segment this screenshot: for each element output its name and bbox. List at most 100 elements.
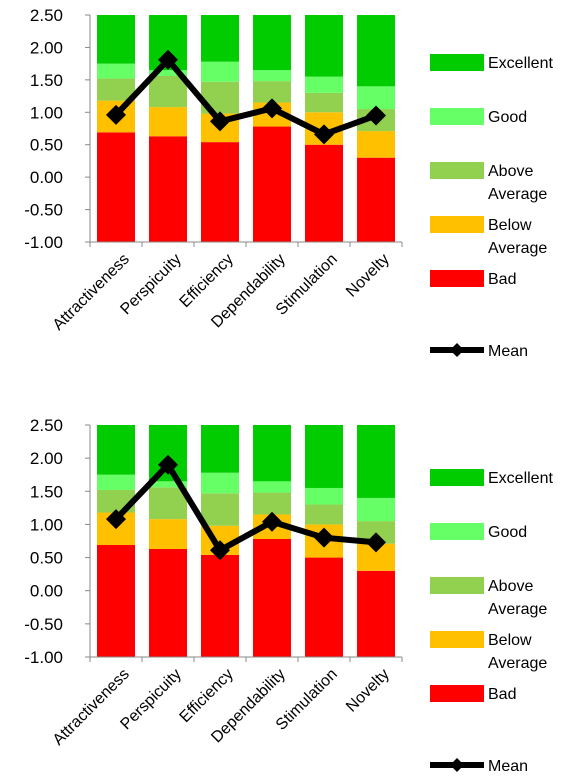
y-tick-label: -0.50: [24, 201, 63, 220]
bar-segment-excellent-3: [201, 425, 239, 473]
legend-label: Bad: [488, 686, 516, 703]
bar-segment-bad-2: [149, 548, 187, 657]
mean-point-3: [210, 540, 230, 561]
y-tick-label: 1.50: [30, 482, 63, 501]
legend-label: Bad: [488, 271, 516, 288]
chart-1: 2.50 2.00 1.50 1.00 0.50 0.00 -0.50 -1.00Attrac…: [24, 6, 553, 360]
bar-segment-good-3: [201, 61, 239, 82]
y-tick-label: -1.00: [24, 233, 63, 252]
legend-marker-mean: [450, 758, 464, 772]
legend-label: Above: [488, 578, 533, 595]
legend-marker-mean: [450, 343, 464, 357]
bar-segment-above-average-4: [253, 492, 291, 515]
bar-segment-above-average-4: [253, 81, 291, 103]
bar-segment-excellent-1: [97, 15, 135, 64]
legend-label: Good: [488, 109, 527, 126]
legend-swatch-bad: [430, 685, 484, 702]
bar-segment-bad-3: [201, 142, 239, 242]
bar-segment-good-6: [357, 497, 395, 522]
bar-segment-bad-1: [97, 132, 135, 242]
mean-point-2: [158, 454, 178, 475]
bar-segment-excellent-5: [305, 425, 343, 488]
legend-label: Average: [488, 655, 547, 672]
legend-label: Below: [488, 632, 532, 649]
mean-point-5: [314, 527, 334, 548]
legend-swatch-good: [430, 523, 484, 540]
mean-point-5: [314, 124, 334, 145]
bar-segment-bad-1: [97, 544, 135, 657]
bar-segment-good-2: [149, 481, 187, 488]
bar-segment-excellent-6: [357, 15, 395, 87]
y-tick-label: -1.00: [24, 648, 63, 667]
bar-segment-below-average-6: [357, 131, 395, 158]
y-tick-label: 2.50: [30, 6, 63, 25]
legend-label: Excellent: [488, 55, 553, 72]
legend-swatch-below-average: [430, 216, 484, 233]
bar-segment-good-2: [149, 70, 187, 76]
legend-label: Good: [488, 524, 527, 541]
mean-point-1: [106, 104, 126, 125]
bar-segment-good-3: [201, 472, 239, 494]
mean-point-6: [366, 532, 386, 553]
legend-swatch-above-average: [430, 577, 484, 594]
chart-2: 2.50 2.00 1.50 1.00 0.50 0.00 -0.50 -1.00Attrac…: [24, 416, 553, 775]
legend-swatch-excellent: [430, 54, 484, 71]
y-tick-label: 1.00: [30, 515, 63, 534]
y-tick-label: 0.50: [30, 549, 63, 568]
legend: Excellent Good Above Average Below Average Bad…: [430, 469, 553, 775]
legend: Excellent Good Above Average Below Average Bad…: [430, 54, 553, 360]
bar-segment-below-average-2: [149, 107, 187, 137]
bar-segment-bad-5: [305, 144, 343, 242]
legend-swatch-good: [430, 108, 484, 125]
mean-point-6: [366, 105, 386, 126]
bar-segment-above-average-2: [149, 487, 187, 520]
bar-segment-bad-6: [357, 157, 395, 242]
legend-label: Mean: [488, 758, 528, 775]
legend-swatch-excellent: [430, 469, 484, 486]
bar-segment-good-1: [97, 63, 135, 79]
bar-segment-excellent-4: [253, 425, 291, 482]
bar-segment-good-5: [305, 487, 343, 505]
bar-segment-below-average-2: [149, 519, 187, 549]
bar-segment-excellent-3: [201, 15, 239, 62]
y-tick-label: 0.00: [30, 582, 63, 601]
x-tick-label: Attractiveness: [50, 666, 133, 749]
bar-segment-above-average-3: [201, 493, 239, 526]
legend-label: Excellent: [488, 470, 553, 487]
bar-segment-above-average-1: [97, 78, 135, 101]
stacked-bars: [97, 425, 395, 657]
bar-segment-good-4: [253, 481, 291, 493]
y-tick-label: 0.50: [30, 136, 63, 155]
bar-segment-good-6: [357, 86, 395, 110]
mean-point-2: [158, 49, 178, 70]
bar-segment-above-average-5: [305, 92, 343, 113]
legend-label: Above: [488, 163, 533, 180]
y-tick-label: 1.50: [30, 71, 63, 90]
bar-segment-bad-3: [201, 554, 239, 657]
legend-label: Mean: [488, 343, 528, 360]
mean-point-1: [106, 509, 126, 530]
bar-segment-above-average-5: [305, 504, 343, 525]
x-tick-label: Attractiveness: [50, 251, 133, 334]
y-tick-label: 2.00: [30, 38, 63, 57]
y-tick-label: 2.50: [30, 416, 63, 435]
legend-label: Average: [488, 601, 547, 618]
y-tick-label: 0.00: [30, 168, 63, 187]
stacked-bars: [97, 15, 395, 242]
bar-segment-bad-5: [305, 557, 343, 657]
mean-point-3: [210, 111, 230, 132]
bar-segment-excellent-6: [357, 425, 395, 498]
bar-segment-excellent-1: [97, 425, 135, 475]
bar-segment-good-4: [253, 70, 291, 82]
mean-line: [113, 56, 378, 138]
legend-label: Average: [488, 240, 547, 257]
bar-segment-bad-4: [253, 539, 291, 657]
bar-segment-bad-6: [357, 570, 395, 657]
x-tick-label: Novelty: [343, 251, 393, 301]
legend-label: Below: [488, 217, 532, 234]
bar-segment-bad-4: [253, 126, 291, 242]
y-tick-label: 1.00: [30, 103, 63, 122]
bar-segment-bad-2: [149, 136, 187, 242]
legend-swatch-below-average: [430, 631, 484, 648]
bar-segment-good-5: [305, 76, 343, 93]
